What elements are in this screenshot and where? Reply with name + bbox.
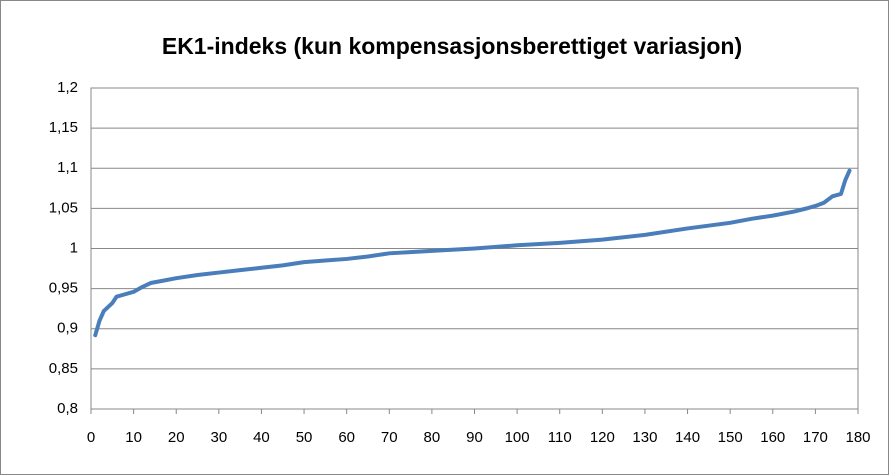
y-tick-label: 0,85 <box>49 360 78 377</box>
y-tick-label: 1,05 <box>49 199 78 216</box>
x-tick-label: 110 <box>548 429 572 446</box>
y-tick-label: 0,8 <box>57 400 78 417</box>
x-tick-label: 120 <box>590 429 615 446</box>
x-tick-label: 30 <box>210 429 227 446</box>
x-tick-label: 80 <box>424 429 441 446</box>
y-tick-label: 1,15 <box>49 119 78 136</box>
x-tick-label: 150 <box>718 429 743 446</box>
x-tick-label: 100 <box>505 429 530 446</box>
x-tick-label: 140 <box>675 429 700 446</box>
x-tick-label: 130 <box>632 429 657 446</box>
y-tick-label: 0,95 <box>49 280 78 297</box>
x-tick-label: 20 <box>168 429 185 446</box>
y-tick-label: 0,9 <box>57 320 78 337</box>
x-tick-label: 0 <box>87 429 95 446</box>
x-tick-label: 70 <box>381 429 398 446</box>
x-tick-label: 60 <box>338 429 355 446</box>
x-tick-label: 170 <box>803 429 828 446</box>
x-tick-label: 90 <box>466 429 483 446</box>
x-tick-label: 50 <box>296 429 313 446</box>
x-tick-label: 160 <box>760 429 785 446</box>
x-tick-label: 40 <box>253 429 270 446</box>
y-tick-label: 1 <box>70 239 78 256</box>
data-line <box>93 168 852 338</box>
x-tick-label: 180 <box>845 429 870 446</box>
y-tick-label: 1,2 <box>57 79 78 96</box>
x-tick-label: 10 <box>125 429 142 446</box>
y-tick-label: 1,1 <box>57 159 78 176</box>
chart-title: EK1-indeks (kun kompensasjonsberettiget … <box>162 33 742 59</box>
